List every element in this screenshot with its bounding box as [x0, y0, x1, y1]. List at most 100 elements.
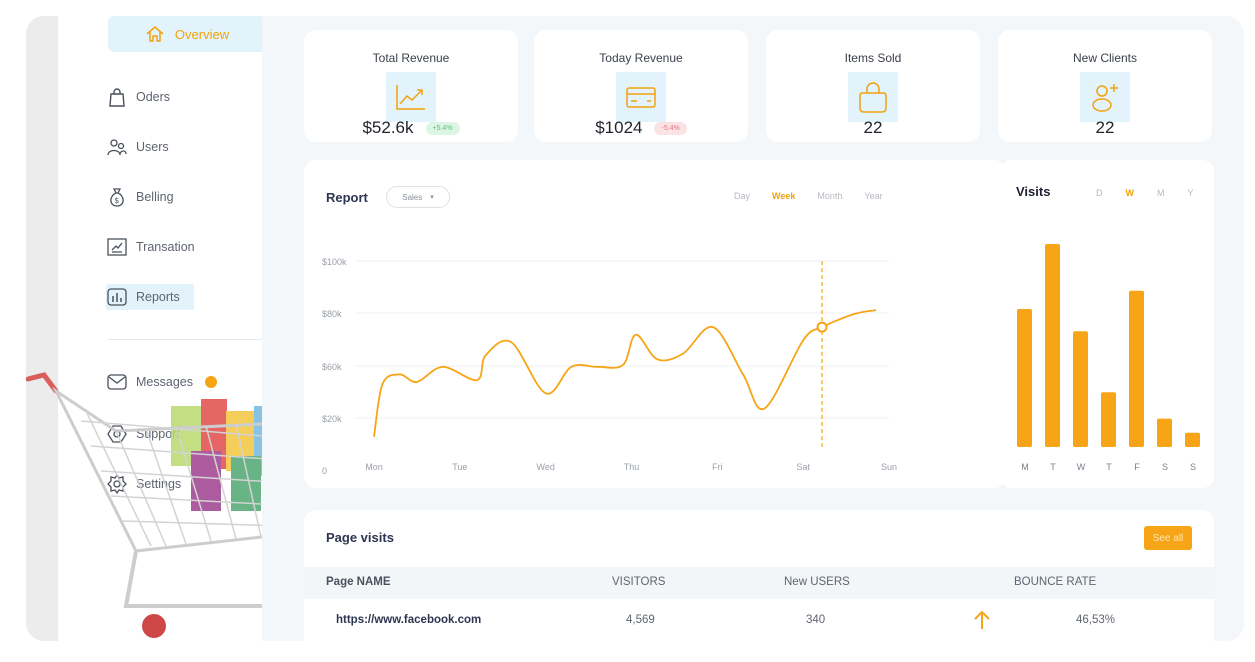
home-icon [146, 26, 164, 42]
sidebar: Overview Oders Users $ Belling Transatio… [58, 16, 276, 641]
page-visits-card: Page visits See all Page NAME VISITORS N… [304, 510, 1214, 641]
column-header: BOUNCE RATE [1014, 576, 1097, 588]
y-tick-label: 0 [322, 466, 327, 476]
bar-report-icon [107, 288, 127, 306]
column-header: Page NAME [326, 576, 391, 588]
sidebar-item-orders[interactable]: Oders [106, 84, 170, 110]
x-tick-label: Sun [881, 462, 897, 472]
tab-day[interactable]: Day [734, 191, 751, 201]
left-strip [26, 16, 58, 641]
x-tick-label: Fri [712, 462, 723, 472]
sidebar-item-label: Belling [136, 190, 174, 204]
page-url[interactable]: https://www.facebook.com [336, 614, 482, 626]
stat-value: $1024 [595, 118, 643, 137]
stat-card-items-sold: Items Sold 22 [766, 30, 980, 142]
bag-icon [109, 88, 125, 107]
stat-card-today-revenue: Today Revenue $1024 -5.4% [534, 30, 748, 142]
y-tick-label: $20k [322, 414, 342, 424]
see-all-button[interactable]: See all [1144, 526, 1192, 550]
bar-label: W [1077, 462, 1086, 472]
x-tick-label: Tue [452, 462, 467, 472]
sidebar-item-label: Overview [174, 26, 230, 42]
report-card: Report Sales ▾ Day Week Month Year $100k… [304, 160, 1006, 488]
sidebar-item-label: Reports [136, 290, 180, 304]
sidebar-item-reports[interactable]: Reports [106, 284, 194, 310]
stat-value: 22 [863, 118, 883, 137]
tab-w[interactable]: W [1125, 188, 1135, 198]
range-tabs: Day Week Month Year [734, 191, 883, 201]
sidebar-item-overview[interactable]: Overview [108, 16, 266, 52]
app-frame: Overview Oders Users $ Belling Transatio… [26, 16, 1244, 641]
stat-value-row: 22 [998, 118, 1212, 138]
bar-label: T [1106, 462, 1112, 472]
sidebar-item-settings[interactable]: Settings [106, 471, 181, 497]
trend-up-icon [386, 72, 436, 122]
sidebar-item-label: Users [136, 140, 169, 154]
tab-year[interactable]: Year [864, 191, 883, 201]
sidebar-item-label: Oders [136, 90, 171, 104]
main-area: Total Revenue $52.6k +5.4% Today Revenue… [262, 16, 1244, 641]
visitors-value: 4,569 [626, 614, 655, 626]
select-value: Sales [402, 192, 423, 202]
money-bag-icon: $ [110, 188, 124, 207]
sidebar-item-billing[interactable]: $ Belling [106, 184, 174, 210]
stat-value-row: 22 [766, 118, 980, 138]
visit-bar [1129, 290, 1144, 447]
column-header: New USERS [784, 576, 850, 588]
visits-card: Visits D W M Y M T W T F S S [1000, 160, 1214, 488]
mail-icon [107, 374, 127, 390]
bar-label: S [1162, 462, 1168, 472]
sidebar-item-messages[interactable]: Messages [106, 369, 217, 395]
arrow-up-icon [972, 609, 992, 634]
report-type-select[interactable]: Sales ▾ [386, 186, 450, 208]
bar-label: F [1134, 462, 1140, 472]
visit-bar [1101, 392, 1116, 447]
sidebar-item-label: Transation [136, 240, 195, 254]
x-tick-label: Mon [365, 462, 383, 472]
report-line-chart: $100k $80k $60k $20k 0 Mon Tue Wed Thu Fri Sat Sun [322, 257, 897, 476]
x-tick-label: Thu [624, 462, 640, 472]
new-users-value: 340 [806, 614, 826, 626]
sidebar-item-transaction[interactable]: Transation [106, 234, 195, 260]
notification-dot [204, 376, 217, 388]
y-tick-label: $60k [322, 362, 342, 372]
bounce-rate-value: 46,53% [1076, 614, 1116, 626]
stat-title: Items Sold [844, 51, 902, 65]
stat-value: 22 [1095, 118, 1115, 137]
bag-icon [848, 72, 898, 122]
stat-title: Today Revenue [599, 51, 683, 65]
card-icon [616, 72, 666, 122]
table-row[interactable]: https://www.facebook.com 4,569 340 46,53… [304, 605, 1214, 637]
stat-value-row: $52.6k +5.4% [304, 118, 518, 138]
x-tick-label: Sat [796, 462, 810, 472]
change-badge: -5.4% [654, 121, 687, 135]
stat-title: Total Revenue [372, 51, 450, 65]
tab-m[interactable]: M [1157, 188, 1165, 198]
sidebar-item-users[interactable]: Users [106, 134, 169, 160]
bar-label: M [1021, 462, 1029, 472]
tab-week[interactable]: Week [772, 191, 796, 201]
stat-value-row: $1024 -5.4% [534, 118, 748, 138]
stat-value: $52.6k [362, 118, 414, 137]
users-icon [107, 139, 127, 156]
bar-label: S [1190, 462, 1196, 472]
visit-bar [1045, 244, 1060, 447]
stat-card-new-clients: New Clients 22 [998, 30, 1212, 142]
revenue-line [373, 309, 877, 437]
tab-month[interactable]: Month [817, 191, 843, 201]
gear-icon [107, 473, 127, 495]
change-badge: +5.4% [425, 121, 460, 135]
chevron-down-icon: ▾ [430, 194, 434, 201]
chart-board-icon [107, 238, 127, 256]
visits-title: Visits [1016, 184, 1051, 199]
stat-title: New Clients [1072, 51, 1138, 65]
tab-d[interactable]: D [1096, 188, 1103, 198]
visit-bar [1157, 418, 1172, 447]
tab-y[interactable]: Y [1187, 188, 1194, 198]
stat-card-total-revenue: Total Revenue $52.6k +5.4% [304, 30, 518, 142]
y-tick-label: $80k [322, 309, 342, 319]
visit-bar [1017, 308, 1032, 447]
visit-tabs: D W M Y [1096, 188, 1194, 198]
column-header: VISITORS [612, 576, 666, 588]
